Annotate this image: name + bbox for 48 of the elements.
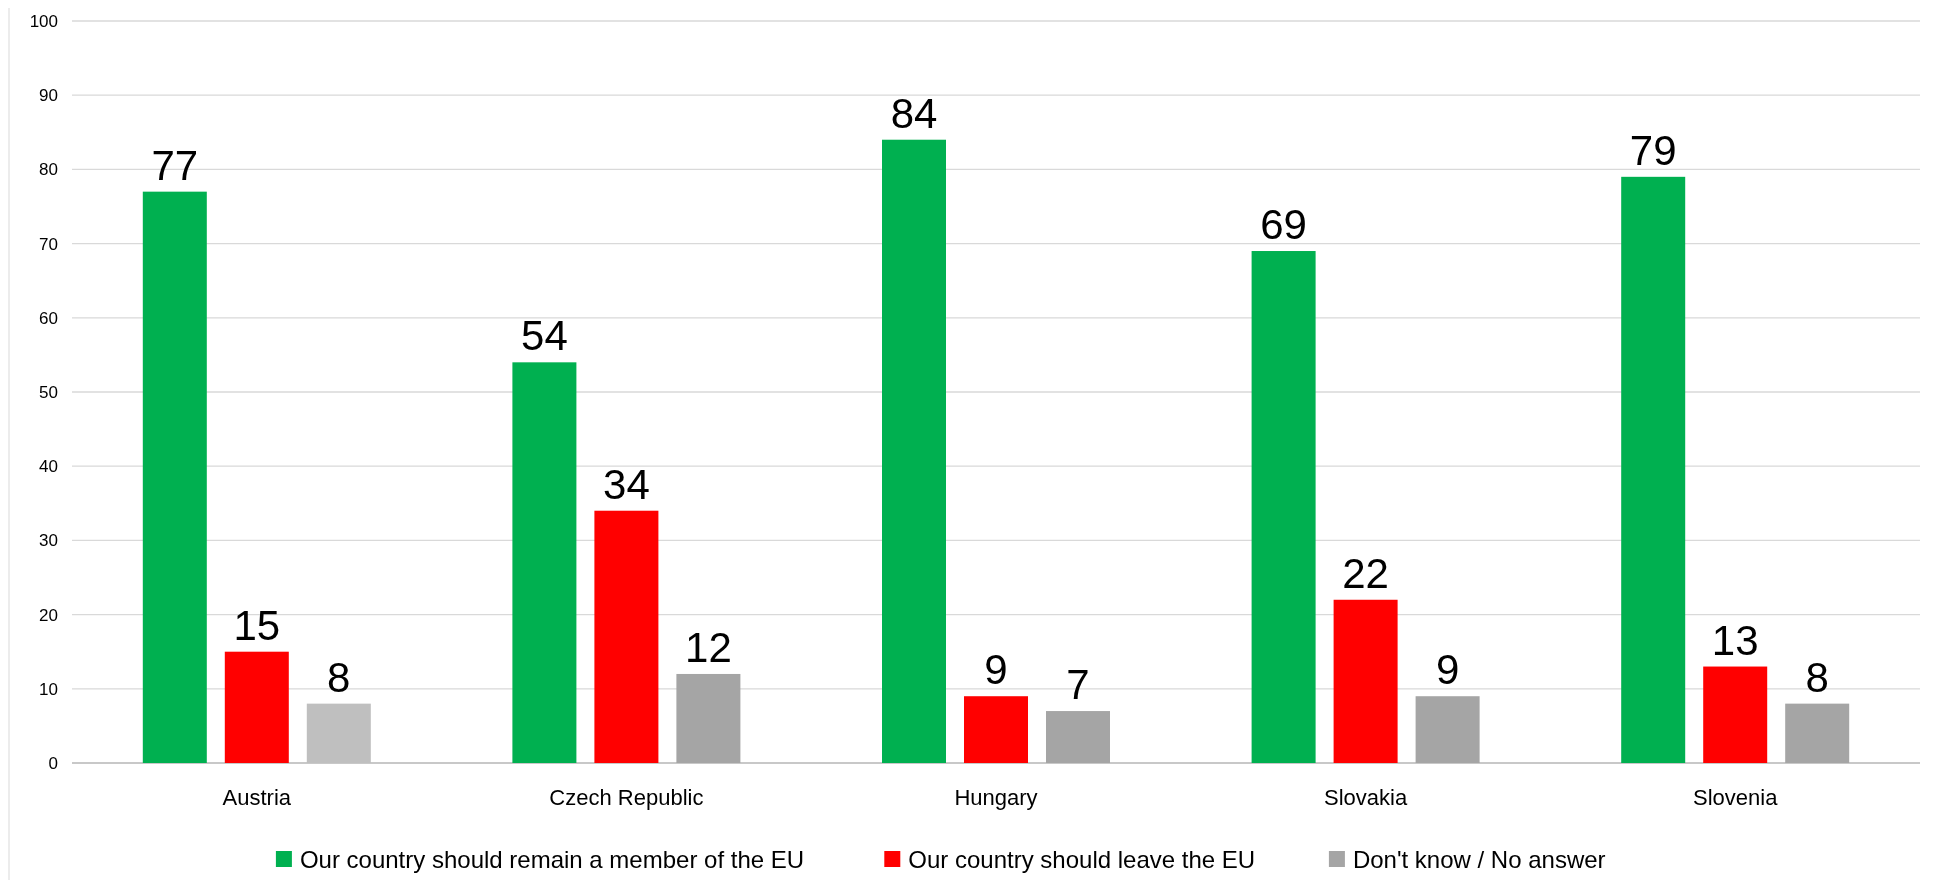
x-tick-label: Austria — [222, 785, 292, 810]
data-label: 79 — [1629, 126, 1677, 174]
data-label: 69 — [1260, 201, 1307, 249]
y-tick-label: 100 — [29, 11, 58, 31]
data-label: 84 — [890, 89, 938, 137]
y-tick-label: 10 — [39, 679, 58, 699]
bar — [1703, 666, 1768, 763]
bar — [964, 696, 1028, 763]
data-label: 9 — [984, 646, 1008, 694]
legend-label: Our country should leave the EU — [908, 846, 1256, 873]
bar — [1333, 599, 1398, 763]
x-tick-label: Slovenia — [1693, 785, 1779, 810]
data-label: 9 — [1435, 646, 1460, 694]
bar — [1046, 711, 1110, 763]
bar — [882, 139, 946, 763]
data-label: 15 — [233, 601, 281, 649]
y-tick-label: 90 — [39, 86, 58, 106]
legend-label: Our country should remain a member of the EU — [299, 846, 805, 873]
x-tick-label: Czech Republic — [549, 785, 704, 810]
data-label: 13 — [1711, 616, 1759, 664]
data-label: 54 — [521, 312, 568, 360]
bar — [224, 651, 289, 763]
x-tick-label: Slovakia — [1324, 785, 1408, 810]
y-tick-label: 0 — [48, 753, 58, 773]
bar — [1621, 176, 1686, 763]
bar — [1251, 251, 1316, 763]
x-tick-label: Hungary — [954, 785, 1038, 810]
data-label: 22 — [1342, 549, 1389, 597]
y-tick-label: 80 — [39, 160, 58, 180]
data-label: 8 — [1805, 653, 1829, 701]
legend-label: Don't know / No answer — [1352, 846, 1606, 873]
data-label: 34 — [603, 460, 650, 508]
y-tick-label: 70 — [39, 234, 58, 254]
y-tick-label: 60 — [39, 308, 58, 328]
bar — [676, 673, 741, 763]
y-tick-label: 40 — [39, 457, 58, 477]
bar — [594, 510, 659, 763]
data-label: 8 — [327, 653, 351, 701]
y-tick-label: 50 — [39, 382, 58, 402]
bar — [142, 191, 207, 763]
data-label: 77 — [151, 141, 199, 189]
bar — [512, 362, 577, 763]
data-label: 12 — [685, 623, 732, 671]
data-label: 7 — [1066, 661, 1090, 709]
bar — [1415, 696, 1480, 763]
y-tick-label: 20 — [39, 605, 58, 625]
y-tick-label: 30 — [39, 531, 58, 551]
bar — [1785, 703, 1850, 763]
